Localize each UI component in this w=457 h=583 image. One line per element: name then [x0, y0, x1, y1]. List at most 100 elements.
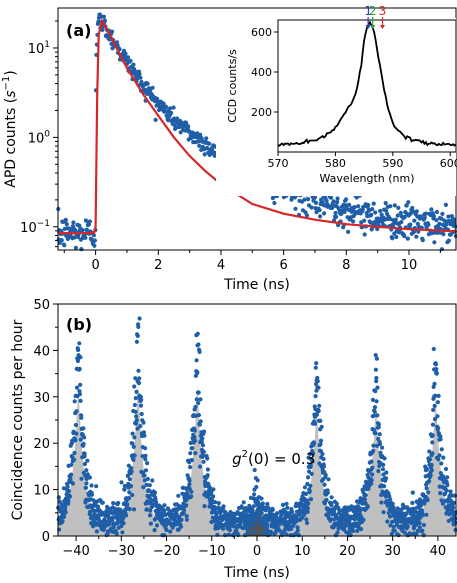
apd-data-point: [423, 211, 428, 216]
coincidence-data-point: [265, 501, 270, 507]
coincidence-data-point: [405, 505, 410, 510]
coincidence-data-point: [154, 500, 159, 505]
x-tick-label: 10: [294, 544, 311, 559]
coincidence-data-point: [133, 376, 138, 381]
coincidence-data-point: [316, 385, 321, 390]
coincidence-data-point: [421, 533, 426, 538]
apd-data-point: [342, 209, 347, 214]
inset-x-tick-label: 590: [382, 157, 403, 170]
coincidence-data-point: [134, 418, 139, 423]
coincidence-data-point: [79, 415, 84, 420]
coincidence-data-point: [420, 512, 426, 518]
panel-b: −40 −30 −20 −10 0 10 20 30 40 0 10 20 30 40 50 (b) Tim…: [10, 298, 457, 581]
coincidence-data-point: [134, 389, 139, 394]
coincidence-data-point: [197, 349, 202, 354]
panel-a-x-axis-label: Time (ns): [223, 277, 290, 293]
coincidence-data-point: [121, 521, 126, 526]
coincidence-data-point: [377, 441, 383, 447]
apd-data-point: [92, 238, 97, 243]
coincidence-data-point: [130, 492, 135, 498]
coincidence-data-point: [314, 361, 319, 366]
coincidence-data-point: [142, 433, 147, 438]
apd-data-point: [324, 198, 329, 203]
coincidence-data-point: [227, 527, 232, 533]
coincidence-data-point: [321, 464, 326, 469]
coincidence-data-point: [143, 453, 148, 458]
coincidence-data-point: [141, 420, 146, 425]
coincidence-data-point: [152, 490, 158, 495]
coincidence-data-point: [144, 507, 149, 512]
apd-data-point: [396, 205, 401, 210]
coincidence-data-point: [309, 471, 314, 476]
coincidence-data-point: [315, 375, 320, 381]
apd-data-point: [362, 218, 367, 223]
coincidence-data-point: [132, 384, 137, 389]
coincidence-data-point: [198, 397, 203, 402]
coincidence-data-point: [388, 497, 393, 502]
coincidence-data-point: [127, 477, 132, 482]
coincidence-data-point: [78, 398, 83, 403]
coincidence-data-point: [319, 424, 324, 429]
apd-data-point: [404, 203, 409, 208]
coincidence-data-point: [192, 435, 197, 440]
coincidence-data-point: [187, 478, 192, 483]
apd-data-point: [72, 235, 77, 240]
apd-data-point: [395, 213, 400, 218]
coincidence-data-point: [129, 466, 134, 471]
coincidence-data-point: [370, 472, 375, 477]
coincidence-data-point: [365, 504, 370, 509]
coincidence-data-point: [362, 497, 367, 502]
coincidence-data-point: [311, 441, 317, 446]
apd-data-point: [418, 214, 423, 219]
coincidence-data-point: [428, 473, 433, 478]
coincidence-data-point: [89, 492, 94, 497]
coincidence-data-point: [192, 438, 198, 443]
y-label-exponent: −1: [1, 76, 12, 91]
coincidence-data-point: [315, 379, 320, 384]
coincidence-data-point: [357, 509, 362, 514]
apd-data-point: [210, 147, 215, 152]
coincidence-data-point: [437, 453, 442, 458]
coincidence-data-point: [105, 529, 111, 534]
apd-data-point: [393, 217, 398, 222]
panel-b-label: (b): [66, 315, 92, 334]
coincidence-data-point: [189, 489, 194, 494]
coincidence-data-point: [79, 476, 84, 481]
center-peak-fill: [245, 506, 269, 536]
coincidence-data-point: [74, 385, 80, 390]
coincidence-data-point: [438, 491, 443, 496]
coincidence-data-point: [81, 441, 86, 446]
coincidence-data-point: [134, 339, 139, 344]
coincidence-data-point: [137, 376, 142, 381]
coincidence-data-point: [290, 509, 295, 514]
coincidence-data-point: [420, 528, 425, 533]
inset-spectrum-line: [277, 20, 457, 147]
apd-data-point: [420, 238, 425, 243]
coincidence-data-point: [438, 434, 443, 439]
apd-data-point: [80, 228, 85, 233]
apd-data-point: [378, 208, 383, 214]
coincidence-data-point: [164, 527, 169, 533]
coincidence-data-point: [125, 502, 130, 507]
apd-data-point: [96, 19, 101, 24]
coincidence-data-point: [295, 528, 300, 533]
coincidence-data-point: [424, 486, 429, 491]
x-tick-label: 2: [154, 258, 162, 273]
apd-data-point: [169, 110, 174, 115]
x-tick-label: −40: [62, 544, 89, 559]
coincidence-data-point: [74, 409, 79, 414]
panel-a-ticks: 0 2 4 6 8 10 10−1 100 101: [20, 20, 441, 273]
coincidence-data-point: [70, 481, 75, 486]
apd-data-point: [131, 62, 136, 67]
x-tick-label: −10: [198, 544, 225, 559]
coincidence-data-point: [196, 413, 201, 418]
y-label-unit: s: [3, 90, 19, 97]
coincidence-data-point: [324, 497, 329, 502]
coincidence-data-point: [72, 450, 77, 456]
coincidence-data-point: [168, 529, 173, 534]
coincidence-data-point: [200, 436, 205, 441]
coincidence-data-point: [190, 446, 195, 451]
coincidence-data-point: [318, 418, 323, 423]
inset-y-tick-label: 400: [251, 66, 272, 79]
coincidence-data-point: [247, 530, 252, 535]
